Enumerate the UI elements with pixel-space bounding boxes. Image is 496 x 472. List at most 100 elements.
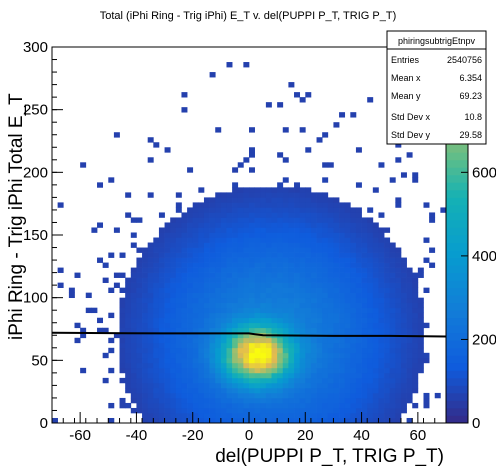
- heatmap-cell: [187, 387, 194, 394]
- heatmap-cell: [372, 222, 379, 228]
- heatmap-cell: [395, 377, 402, 384]
- heatmap-cell: [305, 397, 312, 404]
- heatmap-cell: [226, 362, 233, 369]
- heatmap-cell: [395, 327, 402, 334]
- heatmap-cell: [158, 357, 165, 364]
- heatmap-cell: [226, 297, 233, 304]
- heatmap-cell: [378, 302, 385, 309]
- heatmap-cell: [294, 357, 301, 364]
- heatmap-cell: [277, 382, 284, 389]
- heatmap-cell: [209, 197, 216, 203]
- heatmap-cell: [400, 262, 407, 268]
- heatmap-cell: [372, 232, 379, 238]
- heatmap-cell: [142, 357, 149, 364]
- heatmap-cell: [108, 337, 115, 344]
- heatmap-cell: [299, 187, 306, 193]
- heatmap-cell: [243, 202, 250, 208]
- heatmap-cell: [237, 237, 244, 243]
- heatmap-cell: [209, 327, 216, 334]
- heatmap-cell: [378, 267, 385, 273]
- heatmap-cell: [378, 402, 385, 409]
- heatmap-cell: [119, 287, 126, 293]
- heatmap-cell: [406, 267, 413, 273]
- heatmap-cell: [232, 182, 239, 188]
- heatmap-cell: [305, 392, 312, 399]
- heatmap-cell: [339, 232, 346, 238]
- heatmap-cell: [260, 317, 267, 324]
- heatmap-cell: [158, 282, 165, 288]
- heatmap-cell: [237, 287, 244, 293]
- heatmap-cell: [310, 382, 317, 389]
- heatmap-cell: [265, 212, 272, 218]
- heatmap-cell: [412, 302, 419, 309]
- heatmap-cell: [119, 327, 126, 334]
- heatmap-cell: [209, 232, 216, 238]
- heatmap-cell: [367, 307, 374, 314]
- heatmap-cell: [316, 322, 323, 329]
- heatmap-cell: [265, 237, 272, 243]
- heatmap-cell: [333, 227, 340, 233]
- heatmap-cell: [209, 222, 216, 228]
- heatmap-cell: [400, 387, 407, 394]
- heatmap-cell: [260, 357, 267, 364]
- heatmap-cell: [164, 337, 171, 344]
- heatmap-cell: [389, 252, 396, 258]
- heatmap-cell: [232, 207, 239, 213]
- heatmap-cell: [232, 287, 239, 293]
- heatmap-cell: [294, 182, 301, 188]
- heatmap-cell: [339, 267, 346, 273]
- heatmap-cell: [237, 392, 244, 399]
- heatmap-cell: [372, 267, 379, 273]
- heatmap-cell: [288, 402, 295, 409]
- heatmap-cell: [305, 387, 312, 394]
- heatmap-cell: [294, 347, 301, 354]
- heatmap-cell: [232, 212, 239, 218]
- heatmap-cell: [232, 312, 239, 319]
- heatmap-cell: [215, 297, 222, 304]
- heatmap-cell: [316, 202, 323, 208]
- heatmap-cell: [215, 367, 222, 374]
- heatmap-cell: [237, 387, 244, 394]
- heatmap-cell: [108, 287, 115, 293]
- heatmap-cell: [322, 297, 329, 304]
- heatmap-cell: [158, 327, 165, 334]
- heatmap-cell: [322, 372, 329, 379]
- heatmap-cell: [209, 252, 216, 258]
- heatmap-cell: [254, 297, 261, 304]
- heatmap-cell: [271, 302, 278, 309]
- heatmap-cell: [260, 312, 267, 319]
- heatmap-cell: [372, 282, 379, 288]
- heatmap-cell: [327, 412, 334, 419]
- heatmap-cell: [305, 187, 312, 193]
- heatmap-cell: [198, 362, 205, 369]
- heatmap-cell: [254, 387, 261, 394]
- heatmap-cell: [215, 412, 222, 419]
- heatmap-cell: [237, 307, 244, 314]
- heatmap-cell: [384, 347, 391, 354]
- heatmap-cell: [203, 202, 210, 208]
- heatmap-cell: [226, 267, 233, 273]
- heatmap-cell: [125, 312, 132, 319]
- heatmap-cell: [175, 412, 182, 419]
- heatmap-cell: [175, 287, 182, 293]
- heatmap-cell: [372, 262, 379, 268]
- heatmap-cell: [97, 222, 104, 228]
- heatmap-cell: [215, 222, 222, 228]
- heatmap-cell: [265, 247, 272, 253]
- heatmap-cell: [215, 277, 222, 283]
- heatmap-cell: [192, 267, 199, 273]
- heatmap-cell: [198, 232, 205, 238]
- heatmap-cell: [181, 277, 188, 283]
- heatmap-cell: [187, 367, 194, 374]
- heatmap-cell: [400, 402, 407, 409]
- heatmap-cell: [294, 187, 301, 193]
- heatmap-cell: [170, 382, 177, 389]
- heatmap-cell: [271, 362, 278, 369]
- heatmap-cell: [400, 292, 407, 299]
- heatmap-cell: [254, 402, 261, 409]
- heatmap-cell: [147, 397, 154, 404]
- heatmap-cell: [339, 212, 346, 218]
- heatmap-cell: [355, 147, 362, 153]
- colorbar-segment: [446, 235, 468, 243]
- heatmap-cell: [339, 227, 346, 233]
